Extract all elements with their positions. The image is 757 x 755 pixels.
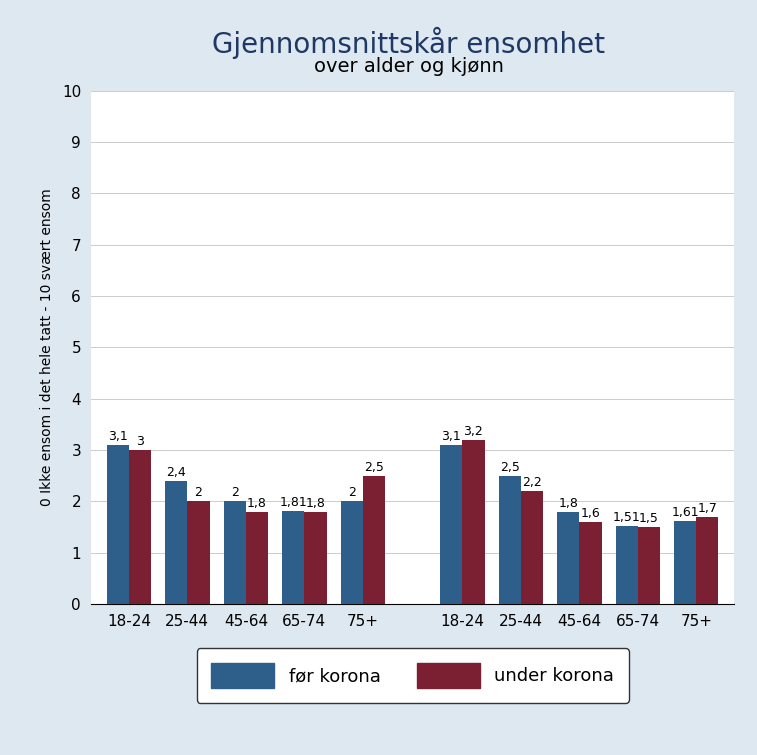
Text: 2,5: 2,5 [364,461,384,473]
Bar [246,512,268,604]
Text: 2: 2 [347,486,356,499]
Text: 3,2: 3,2 [463,424,483,438]
Text: 2,5: 2,5 [500,461,519,473]
Bar [579,522,602,604]
Text: 1,8: 1,8 [558,497,578,510]
Text: 2: 2 [195,486,202,499]
Bar [440,445,463,604]
Bar [129,450,151,604]
Bar [341,501,363,604]
Bar [282,511,304,604]
Bar [304,512,326,604]
Text: Kvinner: Kvinner [209,657,283,676]
Text: 1,8: 1,8 [247,497,267,510]
Text: 1,61: 1,61 [671,507,699,519]
Text: 1,5: 1,5 [639,512,659,525]
Text: Gjennomsnittskår ensomhet: Gjennomsnittskår ensomhet [212,26,606,59]
Bar [696,516,718,604]
Bar [165,481,188,604]
Legend: før korona, under korona: før korona, under korona [197,649,628,703]
Text: 3: 3 [136,435,144,448]
Text: 2: 2 [231,486,238,499]
Bar [463,439,484,604]
Bar [363,476,385,604]
Text: 1,6: 1,6 [581,507,600,519]
Bar [615,526,637,604]
Bar [637,527,660,604]
Text: 2,2: 2,2 [522,476,542,489]
Bar [107,445,129,604]
Bar [557,512,579,604]
Bar [521,491,543,604]
Text: 1,8: 1,8 [306,497,326,510]
Text: 3,1: 3,1 [441,430,461,442]
Text: 3,1: 3,1 [108,430,128,442]
Text: 1,81: 1,81 [279,496,307,509]
Bar [188,501,210,604]
Text: Menn: Menn [553,657,606,676]
Bar [499,476,521,604]
Bar [223,501,246,604]
Text: 2,4: 2,4 [167,466,186,479]
Title: Gjennomsnittskår ensomhet
over alder og kjønn: Gjennomsnittskår ensomhet over alder og … [0,754,1,755]
Text: over alder og kjønn: over alder og kjønn [314,57,503,76]
Y-axis label: 0 Ikke ensom i det hele tatt - 10 svært ensom: 0 Ikke ensom i det hele tatt - 10 svært … [39,189,54,506]
Text: 1,7: 1,7 [697,501,718,515]
Text: 1,51: 1,51 [612,511,640,525]
Bar [674,522,696,604]
